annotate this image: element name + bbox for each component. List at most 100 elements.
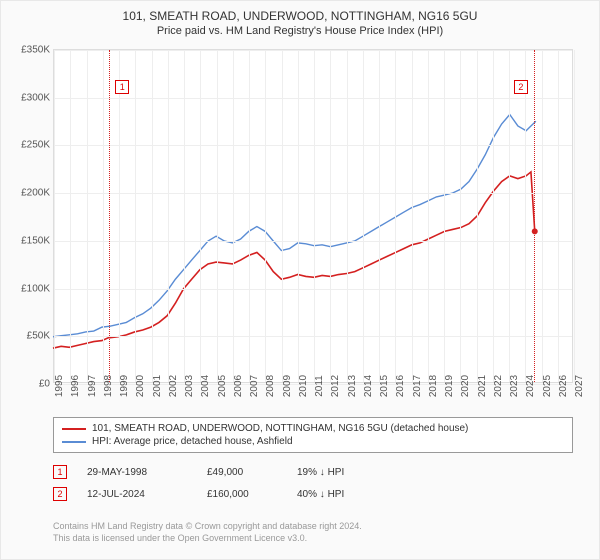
x-axis-label: 2009 [282, 375, 293, 397]
legend-row-hpi: HPI: Average price, detached house, Ashf… [62, 435, 564, 448]
x-axis-label: 2007 [249, 375, 260, 397]
grid-line-v [363, 50, 364, 382]
x-axis-label: 2002 [168, 375, 179, 397]
grid-line-v [558, 50, 559, 382]
legend-box: 101, SMEATH ROAD, UNDERWOOD, NOTTINGHAM,… [53, 417, 573, 453]
x-axis-label: 2023 [509, 375, 520, 397]
x-axis-label: 2019 [444, 375, 455, 397]
y-axis-label: £100K [21, 283, 50, 294]
grid-line-v [70, 50, 71, 382]
grid-line-v [542, 50, 543, 382]
grid-line-v [200, 50, 201, 382]
chart-plot-area: £0£50K£100K£150K£200K£250K£300K£350K1995… [53, 49, 573, 383]
grid-line-v [54, 50, 55, 382]
event-date-1: 29-MAY-1998 [87, 467, 187, 478]
grid-line-v [184, 50, 185, 382]
legend-swatch-price-paid [62, 428, 86, 430]
x-axis-label: 2027 [574, 375, 585, 397]
footnote-line2: This data is licensed under the Open Gov… [53, 533, 573, 545]
grid-line-v [574, 50, 575, 382]
event-pct-2: 40% ↓ HPI [297, 489, 407, 500]
event-marker-box: 1 [115, 80, 129, 94]
x-axis-label: 2005 [217, 375, 228, 397]
title-block: 101, SMEATH ROAD, UNDERWOOD, NOTTINGHAM,… [1, 1, 599, 41]
event-price-2: £160,000 [207, 489, 277, 500]
x-axis-label: 2001 [152, 375, 163, 397]
x-axis-label: 2020 [460, 375, 471, 397]
x-axis-label: 2026 [558, 375, 569, 397]
x-axis-label: 2003 [184, 375, 195, 397]
grid-line-v [217, 50, 218, 382]
grid-line-v [265, 50, 266, 382]
x-axis-label: 2021 [477, 375, 488, 397]
events-table: 1 29-MAY-1998 £49,000 19% ↓ HPI 2 12-JUL… [53, 461, 573, 505]
grid-line-v [525, 50, 526, 382]
x-axis-label: 2014 [363, 375, 374, 397]
x-axis-label: 2012 [330, 375, 341, 397]
x-axis-label: 1999 [119, 375, 130, 397]
legend-label-price-paid: 101, SMEATH ROAD, UNDERWOOD, NOTTINGHAM,… [92, 423, 468, 434]
grid-line-v [460, 50, 461, 382]
grid-line-v [395, 50, 396, 382]
x-axis-label: 2025 [542, 375, 553, 397]
grid-line-h [54, 289, 572, 290]
footnote-line1: Contains HM Land Registry data © Crown c… [53, 521, 573, 533]
x-axis-label: 2013 [347, 375, 358, 397]
grid-line-h [54, 50, 572, 51]
grid-line-v [493, 50, 494, 382]
grid-line-v [282, 50, 283, 382]
footnote: Contains HM Land Registry data © Crown c… [53, 521, 573, 544]
chart-container: 101, SMEATH ROAD, UNDERWOOD, NOTTINGHAM,… [0, 0, 600, 560]
x-axis-label: 2000 [135, 375, 146, 397]
event-price-1: £49,000 [207, 467, 277, 478]
grid-line-h [54, 98, 572, 99]
x-axis-label: 2022 [493, 375, 504, 397]
x-axis-label: 1995 [54, 375, 65, 397]
event-row-2: 2 12-JUL-2024 £160,000 40% ↓ HPI [53, 483, 573, 505]
legend-swatch-hpi [62, 441, 86, 443]
event-marker-2: 2 [53, 487, 67, 501]
y-axis-label: £50K [27, 331, 50, 342]
series-price_paid [53, 172, 535, 348]
grid-line-h [54, 193, 572, 194]
grid-line-v [379, 50, 380, 382]
legend-row-price-paid: 101, SMEATH ROAD, UNDERWOOD, NOTTINGHAM,… [62, 422, 564, 435]
event-marker-1: 1 [53, 465, 67, 479]
grid-line-v [347, 50, 348, 382]
title-subtitle: Price paid vs. HM Land Registry's House … [11, 25, 589, 37]
x-axis-label: 1997 [87, 375, 98, 397]
y-axis-label: £0 [39, 379, 50, 390]
grid-line-h [54, 336, 572, 337]
event-vline [109, 50, 110, 382]
grid-line-v [87, 50, 88, 382]
grid-line-v [444, 50, 445, 382]
grid-line-v [477, 50, 478, 382]
grid-line-v [168, 50, 169, 382]
grid-line-h [54, 145, 572, 146]
legend-label-hpi: HPI: Average price, detached house, Ashf… [92, 436, 293, 447]
grid-line-v [330, 50, 331, 382]
grid-line-v [298, 50, 299, 382]
grid-line-v [428, 50, 429, 382]
event-row-1: 1 29-MAY-1998 £49,000 19% ↓ HPI [53, 461, 573, 483]
x-axis-label: 2018 [428, 375, 439, 397]
y-axis-label: £150K [21, 235, 50, 246]
grid-line-v [135, 50, 136, 382]
y-axis-label: £300K [21, 92, 50, 103]
grid-line-v [412, 50, 413, 382]
grid-line-h [54, 241, 572, 242]
grid-line-v [233, 50, 234, 382]
x-axis-label: 1996 [70, 375, 81, 397]
x-axis-label: 2011 [314, 375, 325, 397]
event-marker-box: 2 [514, 80, 528, 94]
event-vline [534, 50, 535, 382]
grid-line-v [119, 50, 120, 382]
x-axis-label: 2006 [233, 375, 244, 397]
event-date-2: 12-JUL-2024 [87, 489, 187, 500]
y-axis-label: £200K [21, 188, 50, 199]
grid-line-v [103, 50, 104, 382]
x-axis-label: 2004 [200, 375, 211, 397]
x-axis-label: 2017 [412, 375, 423, 397]
x-axis-label: 2016 [395, 375, 406, 397]
event-pct-1: 19% ↓ HPI [297, 467, 407, 478]
